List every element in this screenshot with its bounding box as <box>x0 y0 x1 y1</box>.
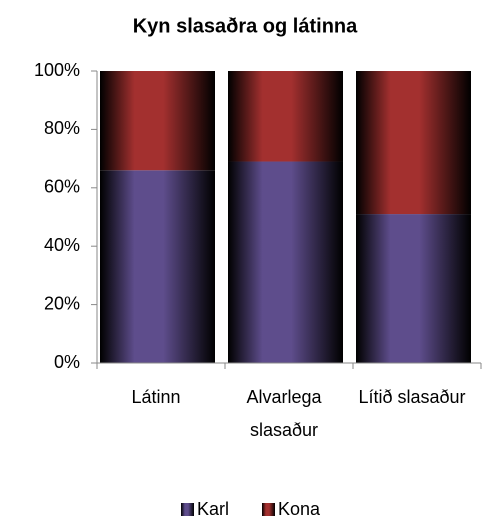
x-tick-label: Lítið slasaður <box>358 387 466 407</box>
bar-segment <box>228 71 343 162</box>
bar-segment <box>100 170 215 363</box>
chart-title: Kyn slasaðra og látinna <box>133 15 358 37</box>
bar-segment <box>228 161 343 363</box>
y-tick-label: 0% <box>54 352 80 372</box>
y-tick-label: 100% <box>34 60 80 80</box>
y-tick-label: 20% <box>44 293 80 313</box>
y-tick-label: 80% <box>44 118 80 138</box>
y-tick-label: 40% <box>44 235 80 255</box>
legend-swatch <box>181 503 194 516</box>
x-tick-label: Alvarlega slasaður <box>246 387 322 440</box>
legend-label: Karl <box>197 499 229 519</box>
bar-segment <box>356 214 471 363</box>
bar-segment <box>100 71 215 171</box>
legend-swatch <box>262 503 275 516</box>
x-tick-label: Látinn <box>131 387 181 407</box>
y-tick-label: 60% <box>44 177 80 197</box>
bar-segment <box>356 71 471 215</box>
legend-label: Kona <box>278 499 321 519</box>
